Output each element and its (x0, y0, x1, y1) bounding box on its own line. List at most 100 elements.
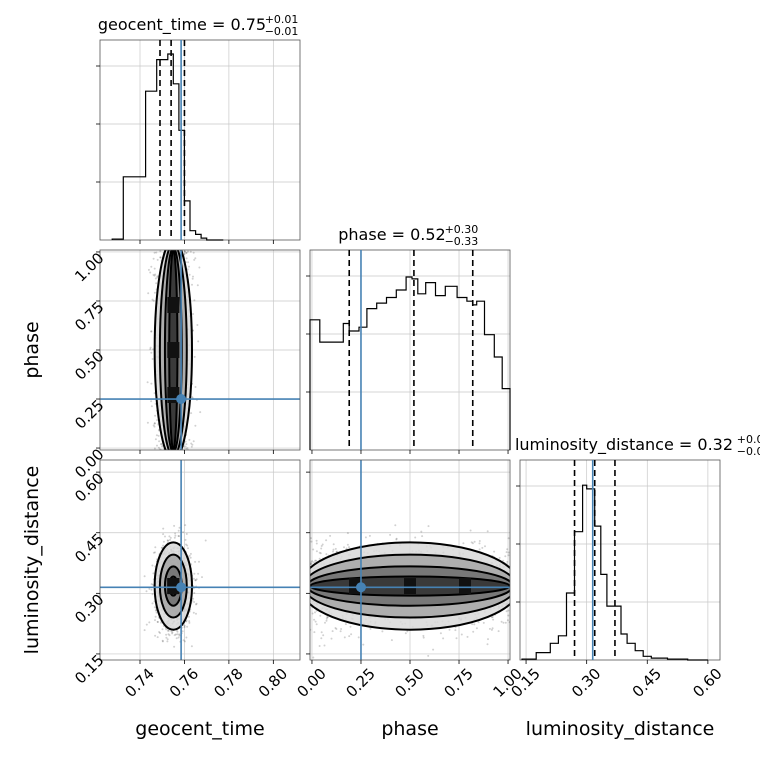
histogram-frame-luminosity_distance (519, 459, 721, 661)
sample-point (151, 358, 154, 360)
sample-point (156, 419, 159, 422)
sample-point (462, 542, 465, 545)
sample-point (161, 640, 164, 643)
sample-point (439, 632, 442, 635)
sample-point (192, 597, 195, 600)
sample-point (505, 551, 508, 554)
sample-point (491, 627, 494, 630)
sample-point (176, 630, 179, 633)
title-upper-error: +0.05 (737, 433, 760, 446)
sample-point (173, 645, 176, 648)
sample-point (190, 412, 193, 415)
sample-point (174, 532, 177, 535)
y-tick-label: 0.15 (71, 651, 107, 687)
x-tick-label: 0.50 (391, 665, 427, 701)
sample-point (482, 621, 485, 624)
sample-point (165, 636, 168, 639)
sample-point (507, 537, 510, 540)
x-tick-label: 0.00 (293, 665, 329, 701)
sample-point (165, 633, 168, 636)
sample-point (162, 540, 165, 543)
sample-point (156, 258, 159, 261)
sample-point (323, 644, 326, 647)
sample-point (201, 576, 203, 579)
sample-point (310, 563, 312, 565)
sample-point (145, 623, 148, 626)
sample-point (152, 348, 155, 351)
sample-point (404, 632, 407, 635)
x-axis-label-luminosity_distance: luminosity_distance (526, 718, 715, 740)
sample-point (156, 444, 158, 447)
sample-point (154, 438, 157, 441)
sample-point (460, 633, 463, 636)
sample-point (497, 630, 500, 633)
sample-point (154, 634, 157, 637)
sample-point (166, 640, 169, 643)
sample-point (194, 257, 197, 260)
sample-point (178, 535, 180, 538)
sample-point (502, 621, 505, 624)
x-tick-label: 0.76 (166, 665, 202, 701)
sample-point (368, 534, 371, 537)
sample-point (191, 277, 194, 280)
sample-point (442, 637, 445, 640)
sample-point (153, 291, 156, 294)
sample-point (183, 624, 186, 627)
sample-point (150, 400, 153, 403)
sample-point (148, 587, 151, 590)
sample-point (471, 542, 474, 545)
sample-point (157, 429, 160, 432)
sample-point (154, 277, 157, 280)
sample-point (190, 645, 193, 648)
sample-point (470, 541, 473, 544)
x-tick-label: 0.80 (255, 665, 291, 701)
sample-point (357, 636, 360, 639)
sample-point (193, 299, 196, 302)
sample-point (153, 422, 156, 425)
sample-point (143, 575, 146, 578)
sample-point (310, 537, 312, 540)
sample-point (395, 537, 398, 540)
sample-point (173, 524, 176, 527)
sample-point (319, 614, 322, 617)
sample-point (504, 555, 507, 558)
sample-point (157, 446, 160, 449)
sample-point (310, 562, 312, 565)
sample-point (348, 635, 351, 638)
sample-point (322, 634, 325, 637)
sample-point (154, 619, 156, 622)
sample-point (192, 251, 195, 254)
sample-point (191, 396, 194, 399)
sample-point (478, 542, 481, 545)
sample-point (149, 271, 152, 274)
sample-point (192, 275, 194, 278)
sample-point (178, 634, 181, 637)
sample-point (158, 440, 161, 443)
sample-point (488, 627, 491, 630)
sample-point (448, 628, 451, 631)
sample-point (186, 447, 189, 450)
sample-point (466, 635, 469, 638)
sample-point (153, 606, 156, 609)
sample-point (160, 546, 163, 549)
sample-point (335, 628, 338, 630)
sample-point (455, 637, 458, 640)
sample-point (312, 656, 315, 659)
sample-point (168, 634, 171, 637)
sample-point (171, 631, 174, 634)
sample-point (152, 551, 155, 554)
sample-point (176, 633, 179, 636)
truth-marker (176, 394, 187, 405)
sample-point (154, 615, 157, 618)
sample-point (427, 654, 430, 657)
sample-point (155, 611, 158, 614)
sample-point (164, 535, 166, 538)
sample-point (154, 273, 157, 276)
sample-point (343, 546, 345, 549)
grid-lines (525, 460, 709, 660)
y-tick-label: 0.30 (71, 591, 107, 627)
sample-point (310, 540, 313, 543)
sample-point (178, 526, 181, 529)
sample-point (150, 382, 153, 385)
sample-point (191, 283, 193, 286)
